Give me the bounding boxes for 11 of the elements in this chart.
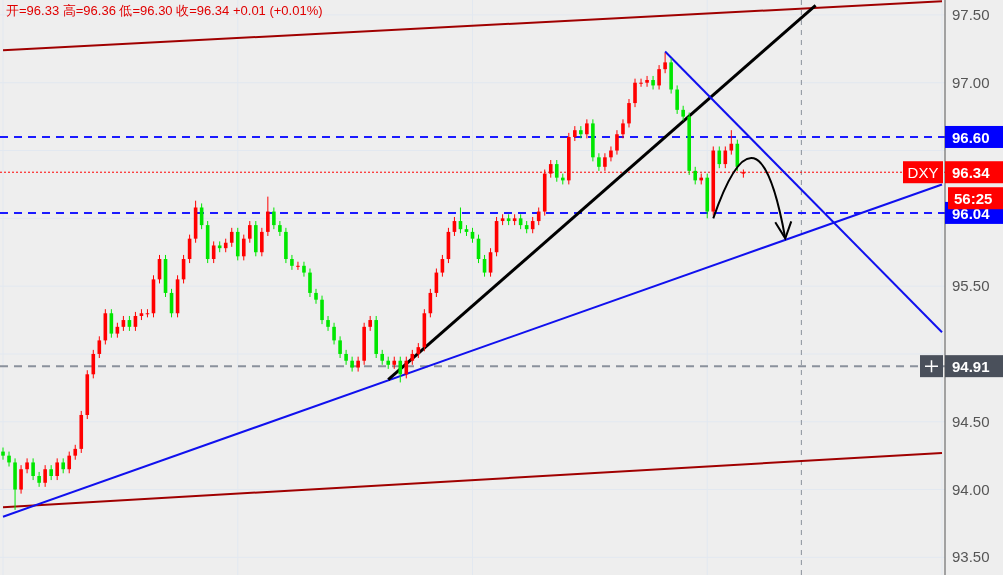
ref-line-label: 94.91 bbox=[952, 358, 990, 376]
annotation: DXY bbox=[907, 164, 939, 182]
ref-line-label: 96.60 bbox=[952, 128, 990, 146]
y-tick-label: 97.00 bbox=[952, 73, 990, 91]
y-tick-label: 93.50 bbox=[952, 548, 990, 566]
y-tick-label: 97.50 bbox=[952, 5, 990, 23]
y-tick-label: 95.50 bbox=[952, 277, 990, 295]
ref-line-label: 96.34 bbox=[952, 164, 991, 182]
annotation: 开=96.33 高=96.36 低=96.30 收=96.34 +0.01 (+0.01%) bbox=[6, 3, 323, 18]
y-tick-label: 94.00 bbox=[952, 480, 990, 498]
y-tick-label: 94.50 bbox=[952, 412, 990, 430]
